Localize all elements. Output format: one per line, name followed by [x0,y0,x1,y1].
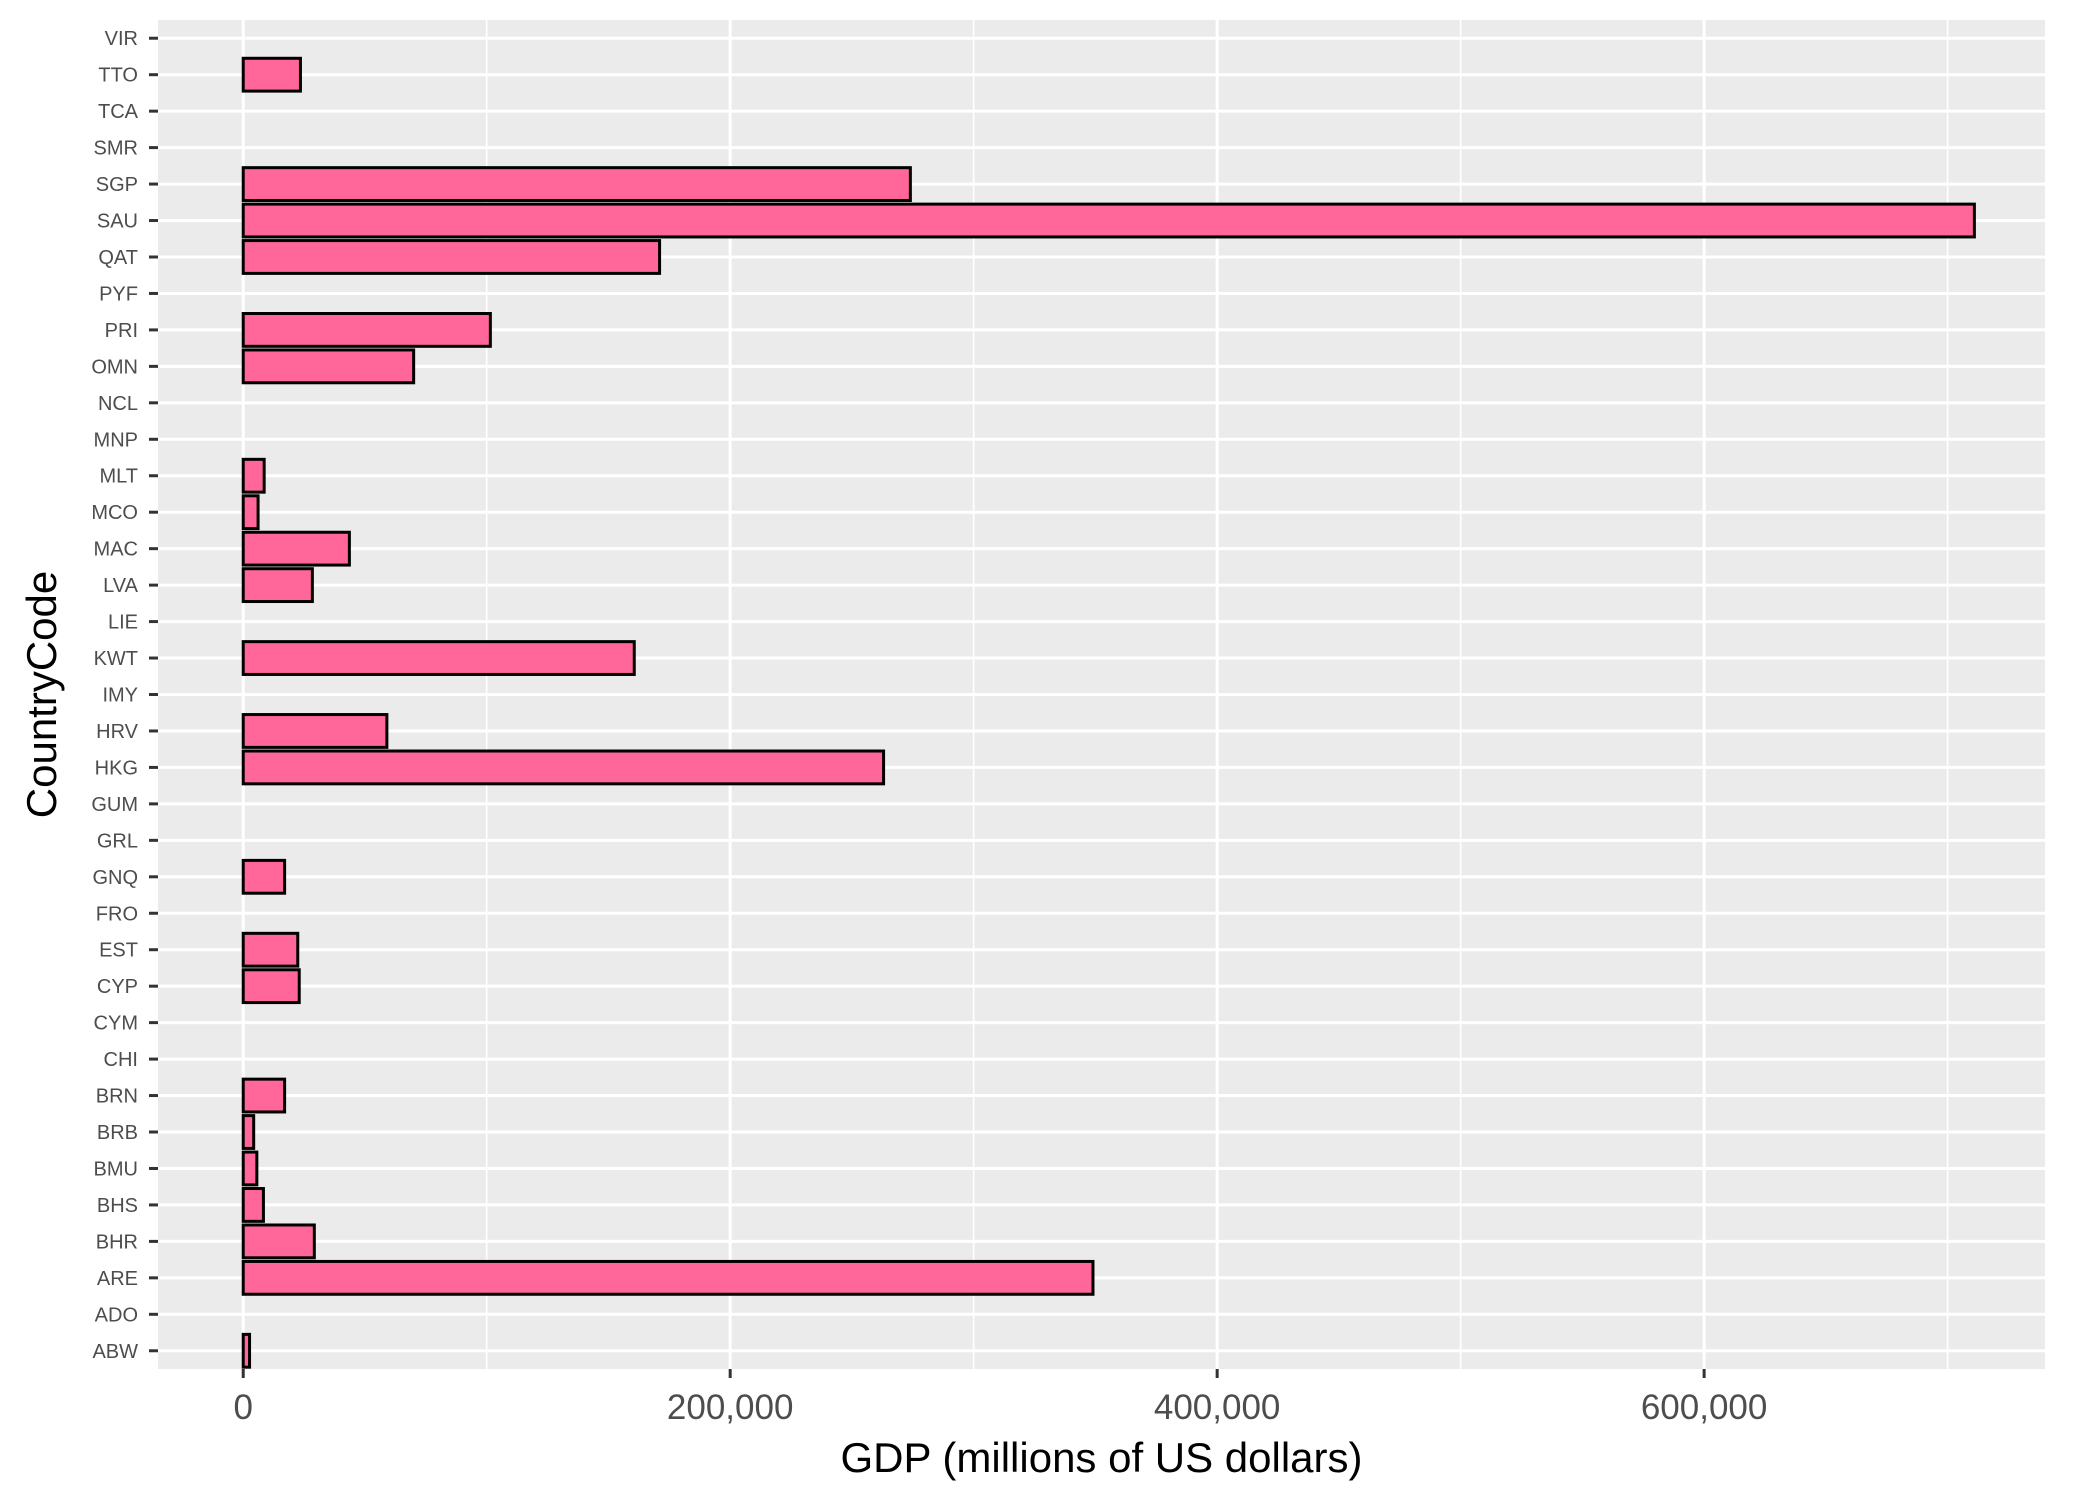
y-tick-label-hkg: HKG [95,757,138,779]
gridlines [158,20,2045,1369]
bar-bmu [241,1150,259,1187]
bar-qat [241,239,662,275]
y-tick-label-gnq: GNQ [92,867,138,889]
y-tick-label-are: ARE [97,1268,138,1290]
y-tick-label-kwt: KWT [94,648,138,670]
y-tick-label-imy: IMY [102,685,138,707]
bar-bhs [241,1187,265,1223]
y-tick-label-cym: CYM [94,1013,138,1035]
y-tick-label-pri: PRI [105,320,138,342]
bar-cyp [241,968,301,1005]
y-tick-label-qat: QAT [98,247,138,269]
x-tick-label: 0 [233,1388,252,1427]
bar-kwt [241,640,636,676]
y-tick-label-vir: VIR [105,28,138,50]
bar-are [241,1259,1095,1296]
bars [241,56,1976,1369]
bar-lva [241,567,314,604]
x-tick-label: 400,000 [1154,1388,1281,1427]
bar-pri [241,311,492,348]
bar-mco [241,494,260,531]
bar-sau [241,202,1976,239]
bar-mac [241,530,351,567]
y-tick-label-bmu: BMU [94,1158,138,1180]
bar-sgp [241,166,912,202]
y-tick-label-ncl: NCL [98,393,138,415]
bar-bhr [241,1223,316,1260]
y-tick-label-pyf: PYF [99,283,138,305]
y-tick-label-grl: GRL [97,830,138,852]
y-tick-label-hrv: HRV [96,721,139,743]
y-tick-label-lie: LIE [108,612,138,634]
y-tick-label-bhr: BHR [96,1231,138,1253]
bar-gnq [241,858,287,895]
y-axis: ABW ADO ARE BHR BHS BMU BRB BRN CHI CYM CYP EST FRO G… [91,28,158,1363]
y-tick-label-omn: OMN [91,356,138,378]
y-tick-label-fro: FRO [96,903,138,925]
bar-est [241,931,300,968]
y-axis-title: CountryCode [18,571,65,818]
y-tick-label-mac: MAC [94,539,138,561]
y-tick-label-mnp: MNP [94,429,138,451]
bar-abw [241,1332,252,1369]
x-axis-title: GDP (millions of US dollars) [840,1434,1362,1481]
bar-brb [241,1114,256,1150]
y-tick-label-abw: ABW [92,1341,138,1363]
y-tick-label-tto: TTO [98,65,138,87]
y-tick-label-lva: LVA [103,575,138,597]
x-axis: 0 200,000 400,000 600,000 [233,1369,1767,1427]
y-tick-label-brb: BRB [97,1122,138,1144]
x-tick-label: 600,000 [1641,1388,1768,1427]
y-tick-label-sgp: SGP [96,174,138,196]
y-tick-label-brn: BRN [96,1086,138,1108]
bar-tto [241,56,302,93]
y-tick-label-ado: ADO [95,1304,138,1326]
bar-brn [241,1077,287,1114]
y-tick-label-est: EST [99,940,138,962]
y-tick-label-chi: CHI [104,1049,138,1071]
bar-omn [241,348,416,385]
y-tick-label-mco: MCO [91,502,138,524]
y-tick-label-smr: SMR [94,138,138,160]
bar-mlt [241,457,266,494]
y-tick-label-mlt: MLT [99,466,138,488]
y-tick-label-tca: TCA [98,101,139,123]
bar-hkg [241,749,886,786]
x-tick-label: 200,000 [667,1388,794,1427]
y-tick-label-cyp: CYP [97,976,138,998]
y-tick-label-bhs: BHS [97,1195,138,1217]
y-tick-label-sau: SAU [97,211,138,233]
y-tick-label-gum: GUM [91,794,138,816]
bar-hrv [241,713,389,749]
